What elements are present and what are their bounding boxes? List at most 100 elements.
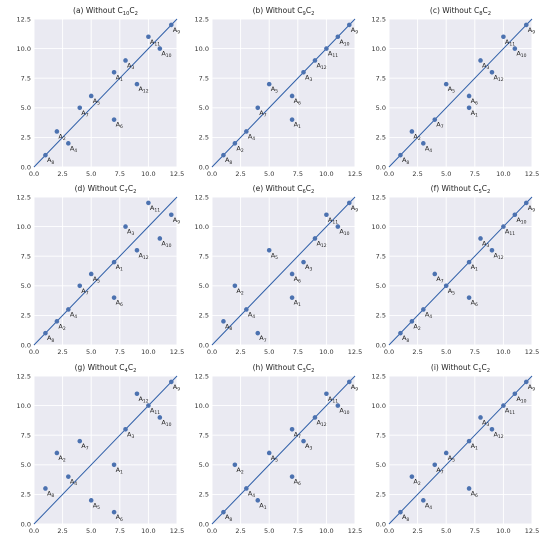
x-tick-label: 0.0: [207, 170, 217, 178]
data-point: [232, 462, 238, 468]
x-tick-label: 7.5: [115, 170, 125, 178]
scatter-panel: (d) Without C7C2 0.0 2.5 5.0 7.5 10.0 12.5 0.0 2…: [17, 184, 185, 356]
point-label: A6: [294, 97, 301, 107]
data-point: [466, 105, 472, 111]
y-tick-label: 12.5: [195, 193, 209, 201]
point-label: A1: [259, 501, 266, 511]
x-tick-label: 10.0: [319, 348, 333, 356]
data-point: [301, 259, 306, 265]
y-tick-label: 2.5: [376, 491, 386, 499]
x-tick-label: 12.5: [525, 348, 539, 356]
point-label: A7: [436, 275, 443, 285]
y-tick-label: 12.5: [17, 15, 31, 23]
y-tick-label: 10.0: [372, 45, 386, 53]
data-point: [111, 509, 117, 515]
point-label: A9: [173, 26, 180, 36]
point-label: A5: [271, 251, 278, 261]
x-tick-label: 7.5: [115, 348, 125, 356]
data-point: [134, 391, 140, 397]
x-tick-label: 5.0: [86, 170, 96, 178]
x-tick-label: 0.0: [29, 170, 39, 178]
point-label: A1: [294, 299, 301, 309]
x-tick-label: 7.5: [470, 170, 480, 178]
data-point: [432, 117, 438, 122]
point-label: A11: [505, 38, 515, 48]
data-point: [111, 259, 117, 265]
point-label: A8: [225, 322, 232, 332]
point-label: A12: [138, 85, 148, 95]
point-label: A3: [305, 73, 312, 83]
point-label: A9: [528, 383, 535, 393]
point-label: A6: [471, 489, 478, 499]
point-label: A4: [70, 478, 77, 488]
scatter-panel: (g) Without C4C2 0.0 2.5 5.0 7.5 10.0 12.5 0.0 2…: [17, 363, 185, 535]
point-label: A9: [351, 26, 358, 36]
x-tick-label: 5.0: [264, 170, 274, 178]
point-label: A11: [150, 407, 160, 417]
point-label: A10: [161, 239, 171, 249]
data-point: [221, 509, 226, 515]
point-label: A8: [225, 513, 232, 523]
data-point: [168, 22, 174, 28]
x-tick-label: 12.5: [170, 527, 184, 535]
point-label: A10: [161, 50, 171, 60]
y-tick-label: 5.0: [21, 461, 31, 469]
data-point: [111, 462, 117, 468]
x-tick-label: 2.5: [235, 527, 245, 535]
point-label: A1: [116, 263, 123, 273]
x-tick-label: 0.0: [29, 348, 39, 356]
scatter-panel: (e) Without C6C2 0.0 2.5 5.0 7.5 10.0 12.5 0.0 2…: [195, 184, 363, 356]
x-tick-label: 2.5: [57, 348, 67, 356]
point-label: A8: [47, 334, 54, 344]
x-tick-label: 7.5: [470, 527, 480, 535]
data-point: [134, 81, 140, 87]
y-tick-label: 2.5: [376, 312, 386, 320]
x-tick-label: 5.0: [264, 527, 274, 535]
data-point: [123, 224, 128, 229]
x-tick-label: 12.5: [348, 170, 362, 178]
scatter-panel: (h) Without C3C2 0.0 2.5 5.0 7.5 10.0 12.5 0.0 2…: [195, 363, 363, 535]
data-point: [501, 224, 506, 229]
x-tick-label: 0.0: [29, 527, 39, 535]
data-point: [312, 58, 318, 63]
x-tick-label: 2.5: [412, 170, 422, 178]
reference-line: [388, 18, 533, 168]
point-label: A2: [58, 454, 65, 464]
data-point: [232, 141, 238, 146]
data-point: [77, 438, 83, 444]
point-label: A2: [236, 144, 243, 154]
data-point: [266, 247, 272, 253]
data-point: [432, 462, 438, 468]
y-tick-label: 7.5: [21, 253, 31, 261]
y-tick-label: 5.0: [199, 104, 209, 112]
data-point: [421, 307, 426, 312]
point-label: A7: [259, 334, 266, 344]
data-point: [134, 247, 140, 253]
point-label: A5: [93, 97, 100, 107]
y-tick-label: 12.5: [372, 193, 386, 201]
point-label: A4: [248, 489, 255, 499]
x-tick-label: 2.5: [57, 527, 67, 535]
point-label: A11: [505, 407, 515, 417]
data-point: [123, 58, 128, 63]
data-point: [54, 319, 60, 324]
point-label: A2: [58, 322, 65, 332]
data-point: [244, 129, 249, 134]
data-point: [66, 474, 71, 479]
y-tick-label: 10.0: [17, 223, 31, 231]
point-label: A10: [161, 418, 171, 428]
point-label: A6: [294, 275, 301, 285]
data-point: [523, 379, 529, 385]
point-label: A3: [482, 61, 489, 71]
point-label: A7: [81, 109, 88, 119]
data-point: [466, 486, 472, 491]
point-label: A12: [493, 73, 503, 83]
chart-title: (c) Without C8C2: [430, 6, 491, 17]
data-point: [443, 450, 449, 456]
x-tick-label: 10.0: [496, 348, 510, 356]
chart-title: (a) Without C10C2: [73, 6, 138, 17]
data-point: [324, 46, 329, 51]
point-label: A6: [471, 299, 478, 309]
data-point: [523, 200, 529, 206]
x-tick-label: 7.5: [470, 348, 480, 356]
